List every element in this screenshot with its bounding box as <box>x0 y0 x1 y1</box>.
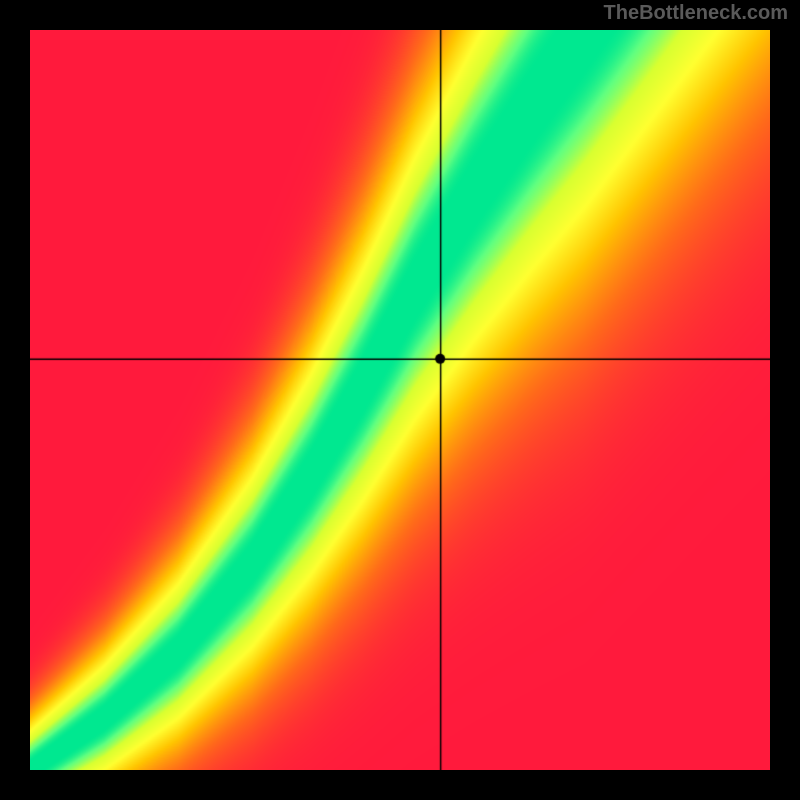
watermark-label: TheBottleneck.com <box>604 2 788 25</box>
chart-frame <box>30 30 770 770</box>
chart-wrapper: TheBottleneck.com <box>0 0 800 800</box>
bottleneck-heatmap-canvas <box>30 30 770 770</box>
